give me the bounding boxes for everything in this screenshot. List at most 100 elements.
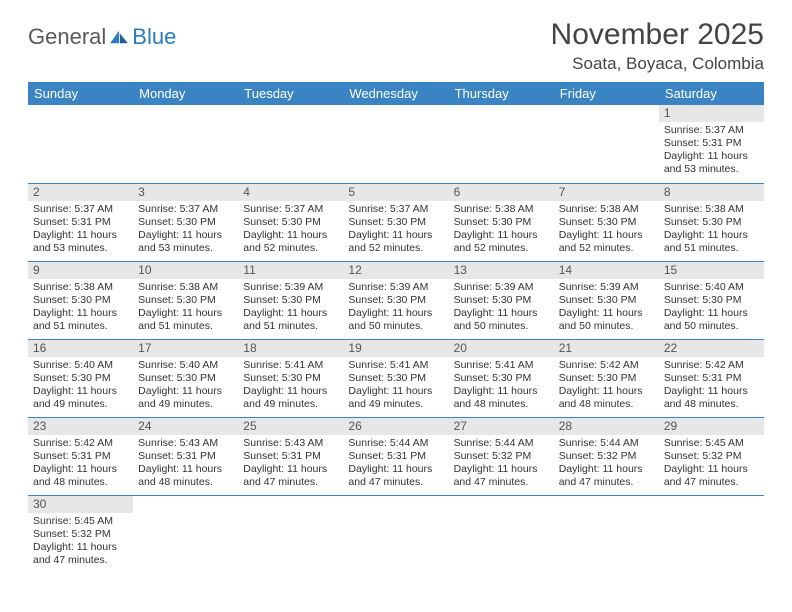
calendar-cell: 6Sunrise: 5:38 AMSunset: 5:30 PMDaylight… [449,183,554,261]
day-body: Sunrise: 5:38 AMSunset: 5:30 PMDaylight:… [449,201,554,259]
calendar-cell: 20Sunrise: 5:41 AMSunset: 5:30 PMDayligh… [449,339,554,417]
sunrise-line: Sunrise: 5:39 AM [243,281,338,294]
daylight-line: Daylight: 11 hours and 47 minutes. [243,463,338,489]
daylight-line: Daylight: 11 hours and 47 minutes. [664,463,759,489]
day-number: 4 [238,184,343,201]
daylight-line: Daylight: 11 hours and 50 minutes. [348,307,443,333]
day-number: 25 [238,418,343,435]
daylight-line: Daylight: 11 hours and 50 minutes. [664,307,759,333]
sunrise-line: Sunrise: 5:37 AM [664,124,759,137]
calendar-cell-empty [343,495,448,573]
day-body: Sunrise: 5:37 AMSunset: 5:30 PMDaylight:… [133,201,238,259]
day-body: Sunrise: 5:44 AMSunset: 5:32 PMDaylight:… [554,435,659,493]
day-number: 29 [659,418,764,435]
calendar-cell: 2Sunrise: 5:37 AMSunset: 5:31 PMDaylight… [28,183,133,261]
day-number: 5 [343,184,448,201]
calendar-cell: 28Sunrise: 5:44 AMSunset: 5:32 PMDayligh… [554,417,659,495]
calendar-cell: 17Sunrise: 5:40 AMSunset: 5:30 PMDayligh… [133,339,238,417]
calendar-cell: 21Sunrise: 5:42 AMSunset: 5:30 PMDayligh… [554,339,659,417]
day-header: Tuesday [238,82,343,105]
calendar-cell: 30Sunrise: 5:45 AMSunset: 5:32 PMDayligh… [28,495,133,573]
calendar-cell-empty [449,105,554,183]
sunset-line: Sunset: 5:30 PM [243,294,338,307]
sunrise-line: Sunrise: 5:45 AM [33,515,128,528]
daylight-line: Daylight: 11 hours and 49 minutes. [138,385,233,411]
calendar-row: 30Sunrise: 5:45 AMSunset: 5:32 PMDayligh… [28,495,764,573]
calendar-cell-empty [449,495,554,573]
calendar-cell-empty [659,495,764,573]
daylight-line: Daylight: 11 hours and 53 minutes. [33,229,128,255]
day-body: Sunrise: 5:39 AMSunset: 5:30 PMDaylight:… [343,279,448,337]
day-header: Friday [554,82,659,105]
sunset-line: Sunset: 5:30 PM [243,372,338,385]
sunrise-line: Sunrise: 5:39 AM [348,281,443,294]
daylight-line: Daylight: 11 hours and 49 minutes. [348,385,443,411]
daylight-line: Daylight: 11 hours and 51 minutes. [243,307,338,333]
sunrise-line: Sunrise: 5:45 AM [664,437,759,450]
day-number: 23 [28,418,133,435]
sunrise-line: Sunrise: 5:39 AM [559,281,654,294]
daylight-line: Daylight: 11 hours and 49 minutes. [243,385,338,411]
sunrise-line: Sunrise: 5:37 AM [348,203,443,216]
day-number: 27 [449,418,554,435]
day-body: Sunrise: 5:44 AMSunset: 5:32 PMDaylight:… [449,435,554,493]
calendar-cell-empty [238,495,343,573]
sunrise-line: Sunrise: 5:42 AM [33,437,128,450]
day-header: Monday [133,82,238,105]
day-body: Sunrise: 5:37 AMSunset: 5:30 PMDaylight:… [343,201,448,259]
sunrise-line: Sunrise: 5:40 AM [33,359,128,372]
calendar-cell: 15Sunrise: 5:40 AMSunset: 5:30 PMDayligh… [659,261,764,339]
day-body: Sunrise: 5:40 AMSunset: 5:30 PMDaylight:… [659,279,764,337]
calendar-cell: 12Sunrise: 5:39 AMSunset: 5:30 PMDayligh… [343,261,448,339]
day-number: 19 [343,340,448,357]
day-body: Sunrise: 5:45 AMSunset: 5:32 PMDaylight:… [28,513,133,571]
sunrise-line: Sunrise: 5:44 AM [454,437,549,450]
daylight-line: Daylight: 11 hours and 48 minutes. [664,385,759,411]
daylight-line: Daylight: 11 hours and 52 minutes. [243,229,338,255]
sunset-line: Sunset: 5:30 PM [559,294,654,307]
daylight-line: Daylight: 11 hours and 48 minutes. [138,463,233,489]
month-title: November 2025 [551,18,764,52]
sunset-line: Sunset: 5:31 PM [138,450,233,463]
day-body: Sunrise: 5:39 AMSunset: 5:30 PMDaylight:… [554,279,659,337]
calendar-row: 9Sunrise: 5:38 AMSunset: 5:30 PMDaylight… [28,261,764,339]
calendar-cell: 9Sunrise: 5:38 AMSunset: 5:30 PMDaylight… [28,261,133,339]
day-number: 13 [449,262,554,279]
sunrise-line: Sunrise: 5:41 AM [348,359,443,372]
day-number: 12 [343,262,448,279]
sunrise-line: Sunrise: 5:39 AM [454,281,549,294]
day-header: Wednesday [343,82,448,105]
daylight-line: Daylight: 11 hours and 52 minutes. [454,229,549,255]
sunrise-line: Sunrise: 5:38 AM [664,203,759,216]
sunset-line: Sunset: 5:30 PM [454,294,549,307]
sunrise-line: Sunrise: 5:40 AM [138,359,233,372]
sunset-line: Sunset: 5:30 PM [243,216,338,229]
calendar-table: SundayMondayTuesdayWednesdayThursdayFrid… [28,82,764,573]
sunset-line: Sunset: 5:31 PM [664,137,759,150]
sunset-line: Sunset: 5:31 PM [33,216,128,229]
day-number: 8 [659,184,764,201]
sunset-line: Sunset: 5:30 PM [348,216,443,229]
daylight-line: Daylight: 11 hours and 47 minutes. [348,463,443,489]
sunset-line: Sunset: 5:30 PM [348,372,443,385]
sunrise-line: Sunrise: 5:43 AM [138,437,233,450]
daylight-line: Daylight: 11 hours and 53 minutes. [664,150,759,176]
day-number: 6 [449,184,554,201]
sunset-line: Sunset: 5:30 PM [559,372,654,385]
header: General Blue November 2025 Soata, Boyaca… [28,18,764,74]
day-number: 10 [133,262,238,279]
sunrise-line: Sunrise: 5:37 AM [243,203,338,216]
sunset-line: Sunset: 5:32 PM [454,450,549,463]
day-body: Sunrise: 5:38 AMSunset: 5:30 PMDaylight:… [28,279,133,337]
day-body: Sunrise: 5:42 AMSunset: 5:31 PMDaylight:… [28,435,133,493]
calendar-row: 23Sunrise: 5:42 AMSunset: 5:31 PMDayligh… [28,417,764,495]
calendar-cell: 18Sunrise: 5:41 AMSunset: 5:30 PMDayligh… [238,339,343,417]
sunset-line: Sunset: 5:32 PM [664,450,759,463]
daylight-line: Daylight: 11 hours and 50 minutes. [454,307,549,333]
sunset-line: Sunset: 5:31 PM [664,372,759,385]
calendar-row: 2Sunrise: 5:37 AMSunset: 5:31 PMDaylight… [28,183,764,261]
daylight-line: Daylight: 11 hours and 48 minutes. [454,385,549,411]
calendar-row: 16Sunrise: 5:40 AMSunset: 5:30 PMDayligh… [28,339,764,417]
calendar-cell: 26Sunrise: 5:44 AMSunset: 5:31 PMDayligh… [343,417,448,495]
day-body: Sunrise: 5:40 AMSunset: 5:30 PMDaylight:… [28,357,133,415]
